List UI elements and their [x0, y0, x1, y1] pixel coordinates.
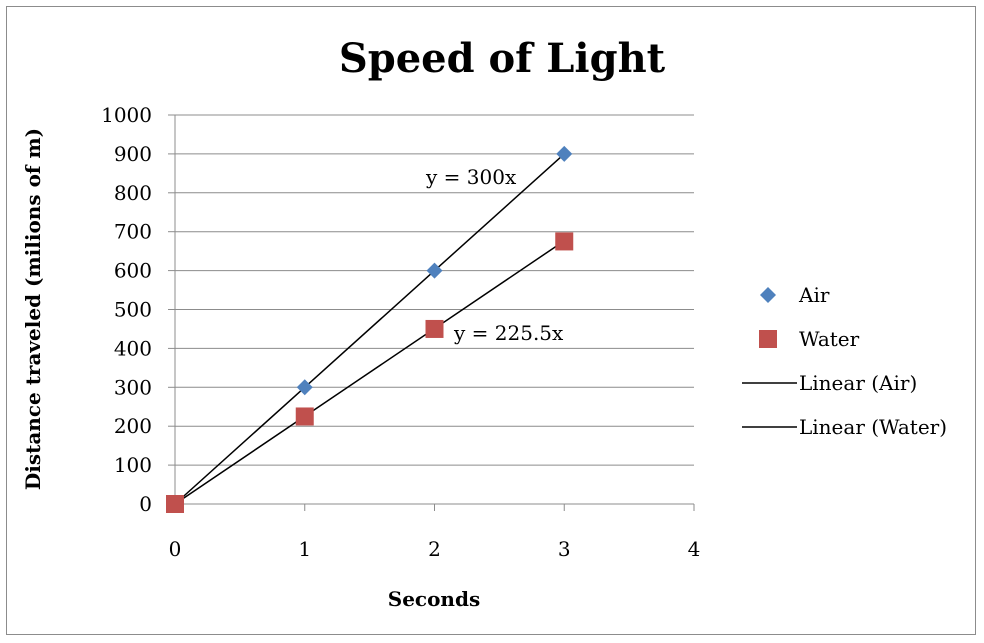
- legend: Air Water Linear (Air) Linear (Water): [742, 283, 947, 439]
- y-tick-label-10: 1000: [101, 103, 152, 127]
- y-tick-label-2: 200: [114, 414, 152, 438]
- x-tick-label-2: 2: [428, 537, 441, 561]
- y-tick-label-3: 300: [114, 375, 152, 399]
- legend-label-trendline-0: Linear (Air): [799, 371, 917, 395]
- trendline-equations: y = 300x y = 225.5x: [425, 165, 564, 345]
- y-tick-label-1: 100: [114, 453, 152, 477]
- y-tick-label-8: 800: [114, 181, 152, 205]
- equation-label-1: y = 225.5x: [453, 321, 564, 345]
- y-tick-label-7: 700: [114, 220, 152, 244]
- x-axis-ticks: 0 1 2 3 4: [169, 504, 701, 561]
- y-axis-ticks: 0 100 200 300 400 500 600 700 800 900 1000: [101, 103, 175, 516]
- y-tick-label-9: 900: [114, 142, 152, 166]
- chart-title: Speed of Light: [339, 35, 666, 82]
- point-water-3: [555, 232, 574, 251]
- point-water-1: [295, 407, 314, 426]
- trendlines: [174, 153, 565, 505]
- y-axis-title: Distance traveled (milions of m): [21, 128, 45, 490]
- legend-label-water: Water: [799, 327, 860, 351]
- y-tick-label-5: 500: [114, 298, 152, 322]
- legend-label-trendline-1: Linear (Water): [799, 415, 947, 439]
- point-air-3: [556, 145, 573, 162]
- y-tick-label-6: 600: [114, 259, 152, 283]
- legend-marker-water: [759, 330, 777, 348]
- point-water-2: [425, 319, 444, 338]
- trendline-0: [174, 153, 565, 505]
- point-water-0: [166, 495, 184, 513]
- x-tick-label-0: 0: [169, 537, 182, 561]
- trendline-1: [174, 240, 565, 505]
- data-points: [166, 145, 574, 513]
- y-tick-label-4: 400: [114, 336, 152, 360]
- equation-label-0: y = 300x: [425, 165, 517, 189]
- x-tick-label-1: 1: [298, 537, 311, 561]
- chart-frame: [6, 6, 976, 635]
- legend-marker-air: [760, 287, 776, 303]
- legend-label-air: Air: [798, 283, 830, 307]
- point-air-2: [426, 262, 443, 279]
- x-axis-title: Seconds: [388, 587, 480, 611]
- x-tick-label-4: 4: [688, 537, 701, 561]
- point-air-1: [296, 379, 313, 396]
- x-tick-label-3: 3: [558, 537, 571, 561]
- y-tick-label-0: 0: [139, 492, 152, 516]
